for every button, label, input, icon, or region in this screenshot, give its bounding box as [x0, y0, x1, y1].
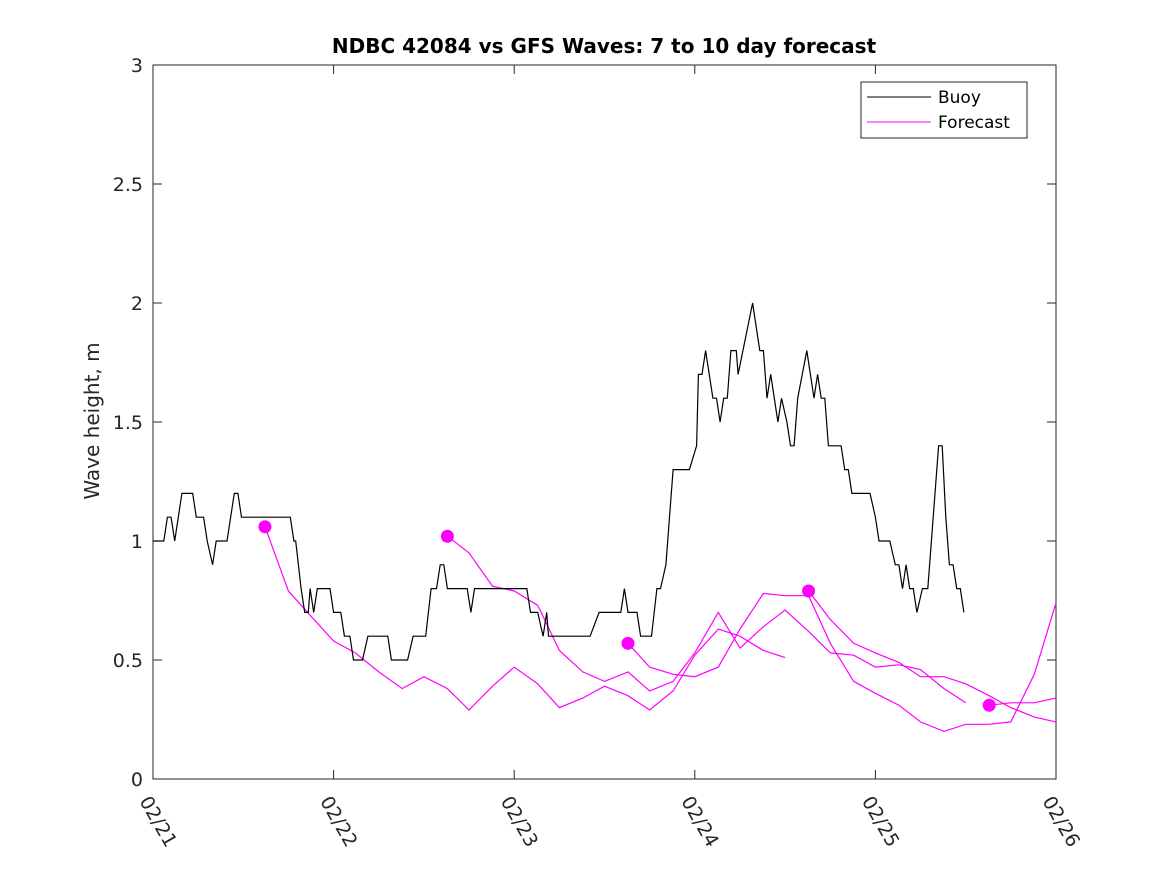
- forecast-start-marker-1: [258, 520, 272, 534]
- y-tick-label: 0: [131, 769, 143, 791]
- legend: Buoy Forecast: [860, 81, 1028, 139]
- forecast-start-marker-3: [621, 636, 635, 650]
- forecast-line-2: [447, 535, 967, 704]
- chart-title: NDBC 42084 vs GFS Waves: 7 to 10 day for…: [332, 34, 877, 58]
- forecast-start-marker-4: [802, 584, 816, 598]
- axes-box: [152, 64, 1057, 780]
- legend-box: [860, 81, 1028, 139]
- y-tick-label: 2.5: [113, 174, 143, 196]
- forecast-start-marker-2: [440, 529, 454, 543]
- y-tick-label: 2: [131, 293, 143, 315]
- plot-background: [153, 65, 1056, 779]
- buoy-line: [153, 302, 965, 661]
- forecast-line-3: [627, 592, 1057, 733]
- legend-forecast-label: Forecast: [938, 113, 1010, 133]
- y-tick-label: 0.5: [113, 650, 143, 672]
- forecast-line-4: [808, 590, 1057, 723]
- legend-buoy-label: Buoy: [938, 88, 981, 108]
- y-axis-label: Wave height, m: [80, 342, 104, 499]
- forecast-start-marker-5: [982, 698, 996, 712]
- y-tick-label: 1.5: [113, 412, 143, 434]
- forecast-line-5: [989, 697, 1057, 706]
- y-tick-label: 3: [131, 55, 143, 77]
- y-tick-label: 1: [131, 531, 143, 553]
